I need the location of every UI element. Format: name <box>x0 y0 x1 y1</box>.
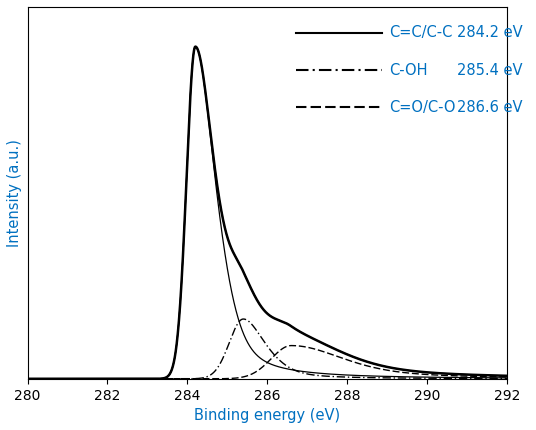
X-axis label: Binding energy (eV): Binding energy (eV) <box>194 408 340 423</box>
Text: C=O/C-O: C=O/C-O <box>390 100 456 115</box>
Text: 285.4 eV: 285.4 eV <box>457 63 522 78</box>
Text: C-OH: C-OH <box>390 63 428 78</box>
Text: 284.2 eV: 284.2 eV <box>457 25 522 40</box>
Text: C=C/C-C: C=C/C-C <box>390 25 453 40</box>
Text: 286.6 eV: 286.6 eV <box>457 100 522 115</box>
Y-axis label: Intensity (a.u.): Intensity (a.u.) <box>7 139 22 247</box>
